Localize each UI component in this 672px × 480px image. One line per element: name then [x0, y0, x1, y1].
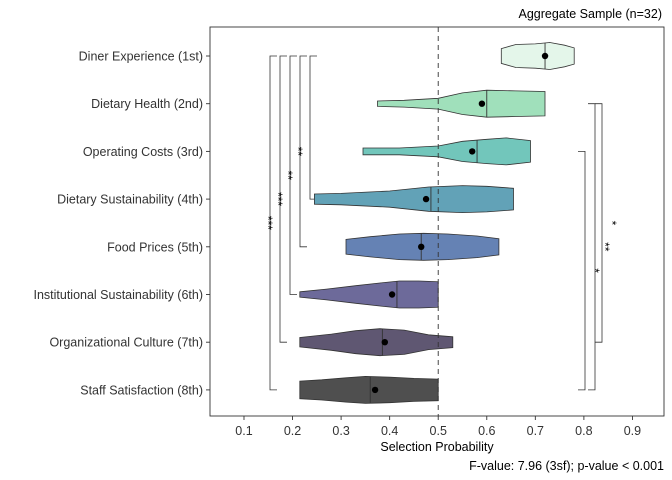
y-tick-label: Institutional Sustainability (6th) — [33, 288, 203, 302]
y-tick-label: Food Prices (5th) — [107, 240, 203, 254]
y-tick-label: Dietary Sustainability (4th) — [57, 193, 203, 207]
x-tick-label: 0.1 — [235, 424, 252, 438]
x-axis: 0.1 0.2 0.3 0.4 0.5 0.6 0.7 0.8 0.9 — [235, 416, 641, 438]
mean-point-6 — [388, 291, 396, 298]
significance-bracket — [269, 55, 277, 391]
violin-3 — [362, 137, 531, 166]
y-tick-label: Organizational Culture (7th) — [49, 336, 203, 350]
chart-caption: F-value: 7.96 (3sf); p-value < 0.001 — [469, 459, 664, 473]
significance-label: *** — [271, 192, 285, 206]
x-tick-label: 0.6 — [478, 424, 495, 438]
x-tick-label: 0.4 — [381, 424, 398, 438]
significance-label: *** — [261, 216, 275, 230]
x-tick-label: 0.2 — [284, 424, 301, 438]
significance-bracket — [578, 151, 586, 391]
y-tick-label: Dietary Health (2nd) — [91, 97, 203, 111]
x-axis-title: Selection Probability — [380, 440, 494, 454]
violin-7 — [299, 328, 454, 357]
y-tick-label: Diner Experience (1st) — [79, 50, 203, 64]
y-axis: Diner Experience (1st) Dietary Health (2n… — [33, 50, 210, 397]
significance-bracket — [588, 103, 596, 391]
violin-4 — [314, 185, 514, 214]
significance-bracket — [289, 55, 297, 295]
x-tick-label: 0.3 — [332, 424, 349, 438]
plot-panel — [209, 26, 665, 417]
x-tick-label: 0.5 — [430, 424, 447, 438]
significance-label: * — [605, 221, 619, 226]
violin-2 — [377, 89, 546, 118]
violin-8 — [299, 375, 439, 404]
violin-group — [299, 42, 575, 404]
chart-subtitle: Aggregate Sample (n=32) — [519, 7, 663, 21]
mean-point-4 — [422, 195, 430, 203]
y-tick-label: Staff Satisfaction (8th) — [80, 383, 203, 397]
significance-bracket — [279, 55, 287, 343]
significance-label: ** — [598, 242, 612, 252]
mean-point-2 — [478, 100, 486, 107]
significance-label: ** — [291, 147, 305, 157]
mean-point-7 — [381, 339, 389, 346]
significance-label: ** — [281, 171, 295, 181]
mean-point-3 — [469, 148, 476, 155]
x-tick-label: 0.8 — [575, 424, 592, 438]
right-significance-brackets: **** — [578, 103, 619, 391]
left-significance-brackets: ********** — [261, 55, 317, 391]
mean-point-8 — [371, 386, 379, 394]
significance-bracket — [309, 55, 317, 200]
y-tick-label: Operating Costs (3rd) — [83, 145, 203, 159]
significance-bracket — [299, 55, 307, 248]
mean-point-1 — [541, 52, 549, 60]
violin-1 — [500, 42, 575, 70]
significance-bracket — [595, 103, 603, 343]
x-tick-label: 0.9 — [624, 424, 641, 438]
mean-point-5 — [418, 243, 425, 250]
x-tick-label: 0.7 — [527, 424, 544, 438]
